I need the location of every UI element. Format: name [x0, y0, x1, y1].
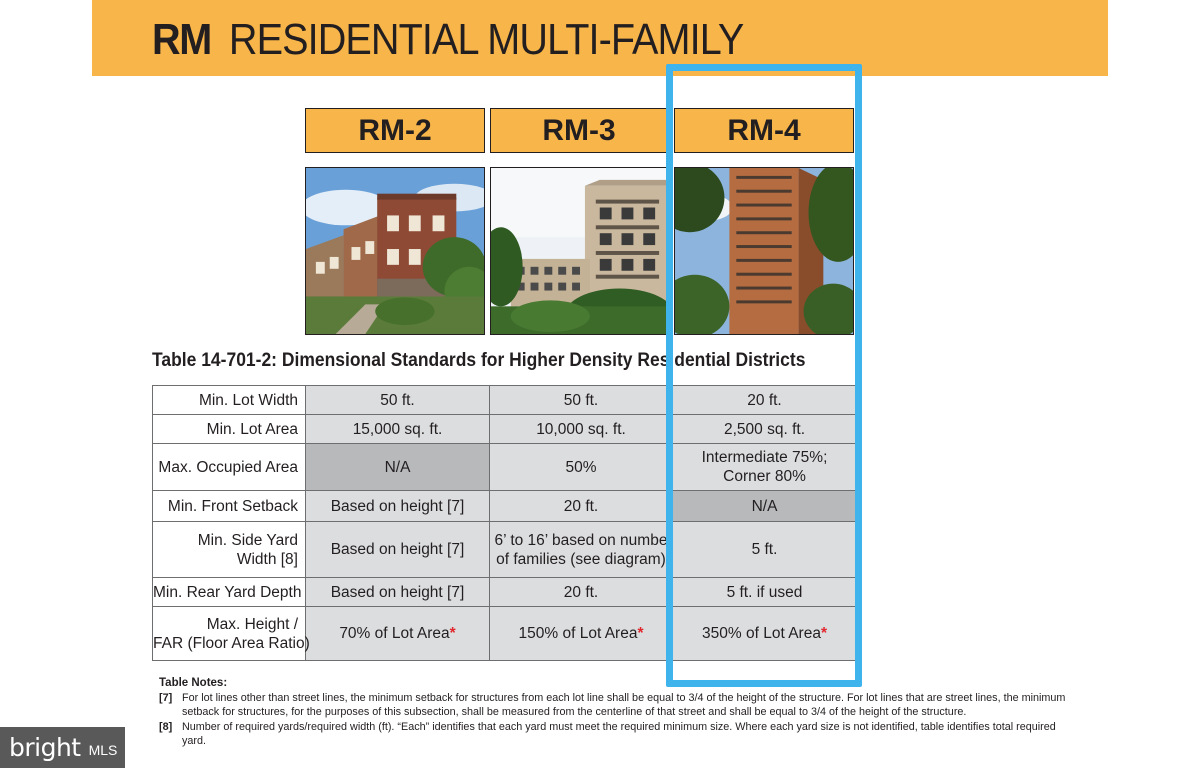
rm2-cell: Based on height [7]	[305, 521, 490, 578]
table-row: Min. Rear Yard Depth Based on height [7]…	[152, 577, 857, 607]
asterisk-mark: *	[637, 625, 644, 642]
table-title: Table 14-701-2: Dimensional Standards fo…	[152, 350, 806, 371]
table-row: Max. Occupied Area N/A 50% Intermediate …	[152, 443, 857, 491]
table-row: Min. Lot Area 15,000 sq. ft. 10,000 sq. …	[152, 414, 857, 444]
note-number: [7]	[159, 691, 173, 704]
page-banner: RM RESIDENTIAL MULTI-FAMILY	[92, 0, 1108, 76]
row-label: Min. Side Yard Width [8]	[152, 521, 306, 578]
row-label: Max. Occupied Area	[152, 443, 306, 491]
rm3-cell: 6’ to 16’ based on numbe of families (see…	[489, 521, 673, 578]
notes-heading: Table Notes:	[159, 677, 228, 689]
watermark-name: bright	[9, 733, 81, 762]
rm4-cell: Intermediate 75%; Corner 80%	[672, 443, 857, 491]
bright-mls-watermark: bright MLS	[0, 727, 125, 768]
row-label: Min. Lot Area	[152, 414, 306, 444]
watermark-suffix: MLS	[88, 742, 118, 758]
rm4-cell: 350% of Lot Area*	[672, 606, 857, 661]
table-row: Min. Side Yard Width [8] Based on height …	[152, 521, 857, 578]
district-header-rm3: RM-3	[490, 108, 668, 153]
rm4-cell: 5 ft. if used	[672, 577, 857, 607]
table-notes: Table Notes: [7] For lot lines other tha…	[159, 676, 1069, 749]
rm2-cell: 70% of Lot Area*	[305, 606, 490, 661]
note-item: [7] For lot lines other than street line…	[159, 691, 1069, 720]
rm2-cell: 50 ft.	[305, 385, 490, 415]
rm2-cell: Based on height [7]	[305, 490, 490, 522]
note-item: [8] Number of required yards/required wi…	[159, 720, 1069, 749]
row-label: Min. Front Setback	[152, 490, 306, 522]
rm3-cell: 150% of Lot Area*	[489, 606, 673, 661]
row-label: Max. Height / FAR (Floor Area Ratio)	[152, 606, 310, 661]
rm3-cell: 20 ft.	[489, 577, 673, 607]
district-header-rm4: RM-4	[674, 108, 854, 153]
table-row: Max. Height / FAR (Floor Area Ratio) 70% …	[152, 606, 857, 661]
district-header-rm2: RM-2	[305, 108, 485, 153]
rm4-cell: 2,500 sq. ft.	[672, 414, 857, 444]
banner-full-title: RESIDENTIAL MULTI-FAMILY	[228, 15, 744, 64]
rm3-cell: 50%	[489, 443, 673, 491]
rm3-building-photo	[490, 167, 668, 335]
row-label: Min. Rear Yard Depth	[152, 577, 306, 607]
rm2-cell: N/A	[305, 443, 490, 491]
note-text: For lot lines other than street lines, t…	[182, 691, 1066, 719]
rm4-building-photo	[674, 167, 854, 335]
asterisk-mark: *	[820, 625, 827, 642]
note-text: Number of required yards/required width …	[182, 720, 1056, 748]
rm3-cell: 20 ft.	[489, 490, 673, 522]
row-label: Min. Lot Width	[152, 385, 306, 415]
rm4-highlight-box	[666, 64, 862, 687]
rm3-cell: 10,000 sq. ft.	[489, 414, 673, 444]
rm2-cell: Based on height [7]	[305, 577, 490, 607]
rm3-cell: 50 ft.	[489, 385, 673, 415]
table-row: Min. Front Setback Based on height [7] 2…	[152, 490, 857, 522]
banner-abbreviation: RM	[152, 15, 212, 64]
asterisk-mark: *	[449, 625, 456, 642]
banner-title: RM RESIDENTIAL MULTI-FAMILY	[152, 14, 744, 66]
dimensional-standards-table: Min. Lot Width 50 ft. 50 ft. 20 ft. Min.…	[152, 385, 857, 661]
rm2-building-photo	[305, 167, 485, 335]
rm4-cell: N/A	[672, 490, 857, 522]
rm2-cell: 15,000 sq. ft.	[305, 414, 490, 444]
rm4-cell: 5 ft.	[672, 521, 857, 578]
note-number: [8]	[159, 720, 173, 733]
